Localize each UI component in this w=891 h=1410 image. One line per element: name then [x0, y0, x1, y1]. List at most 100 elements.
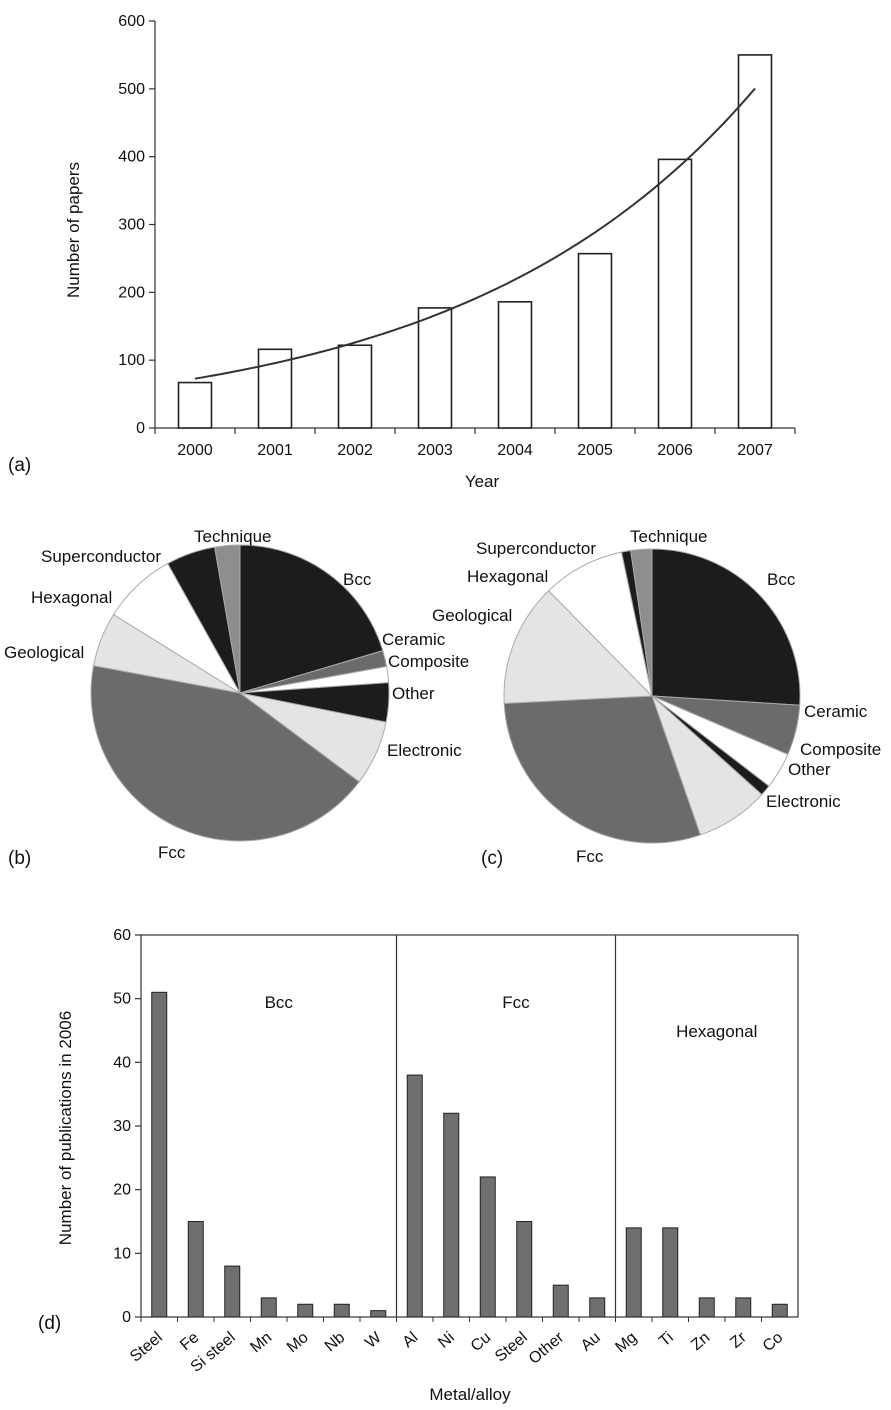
c-slice-technique — [630, 548, 653, 697]
c-label-composite: Composite — [800, 740, 881, 759]
d-x-tick-label: Co — [760, 1329, 787, 1355]
d-group-label-fcc: Fcc — [502, 993, 530, 1012]
panel-b-chart: Bcc Ceramic Composite Other Electronic F… — [4, 527, 469, 869]
d-bar-zr-16 — [735, 1297, 752, 1318]
a-bar-2003 — [417, 307, 453, 429]
b-slice-bcc — [239, 544, 384, 694]
a-x-tick-label: 2005 — [577, 442, 613, 459]
b-label-composite: Composite — [388, 652, 469, 671]
c-label-other: Other — [788, 760, 831, 779]
d-bar-ni-8 — [443, 1112, 460, 1318]
b-label-geological: Geological — [4, 643, 84, 662]
a-x-tick-label: 2000 — [177, 442, 213, 459]
a-x-tick-label: 2004 — [497, 442, 533, 459]
d-bar-ti-14 — [662, 1227, 679, 1318]
d-x-tick-label: Nb — [322, 1329, 349, 1355]
a-y-tick-label: 600 — [118, 13, 145, 30]
d-bar-mo-4 — [297, 1303, 314, 1318]
d-bar-mn-3 — [260, 1297, 277, 1318]
d-x-tick-label: Other — [526, 1329, 568, 1368]
b-panel-tag: (b) — [8, 848, 31, 869]
d-bar-au-12 — [589, 1297, 606, 1318]
d-bar-al-7 — [406, 1074, 423, 1318]
d-bar-zn-15 — [698, 1297, 715, 1318]
b-slice-fcc — [90, 665, 360, 842]
d-x-tick-label: Mn — [247, 1329, 275, 1356]
a-y-axis-title: Number of papers — [64, 162, 83, 298]
a-x-tick-label: 2006 — [657, 442, 693, 459]
b-label-bcc: Bcc — [343, 570, 372, 589]
d-x-tick-label: Fe — [177, 1329, 202, 1354]
a-bar-2004 — [497, 301, 533, 429]
a-y-tick-label: 300 — [118, 217, 145, 234]
panel-a-chart: 0 100 200 300 400 500 600 2000 2001 2002 2003 2004… — [8, 13, 796, 491]
d-bar-mg-13 — [625, 1227, 642, 1318]
d-plot-frame — [140, 934, 799, 1318]
c-slice-geological — [503, 590, 654, 704]
c-label-hexagonal: Hexagonal — [467, 567, 548, 586]
a-bar-2007 — [737, 54, 773, 429]
c-label-superconductor: Superconductor — [476, 539, 596, 558]
d-bar-cu-9 — [479, 1176, 496, 1318]
d-group-label-bcc: Bcc — [265, 993, 294, 1012]
a-x-tick-label: 2002 — [337, 442, 373, 459]
a-y-tick-label: 500 — [118, 81, 145, 98]
d-bar-other-11 — [552, 1284, 569, 1318]
d-bar-steel-0 — [151, 991, 168, 1318]
d-y-tick-label: 30 — [113, 1118, 131, 1135]
d-bar-steel-10 — [516, 1221, 533, 1318]
a-bar-2000 — [177, 381, 213, 429]
c-label-geological: Geological — [432, 606, 512, 625]
b-label-technique: Technique — [194, 527, 272, 546]
d-y-tick-label: 40 — [113, 1054, 131, 1071]
d-x-tick-label: Steel — [492, 1329, 531, 1365]
c-slice-fcc — [503, 695, 702, 844]
d-bar-co-17 — [771, 1303, 788, 1318]
a-trend-line — [194, 87, 756, 380]
a-y-tick-label: 0 — [136, 420, 145, 437]
a-y-tick-label: 200 — [118, 284, 145, 301]
d-bar-fe-1 — [187, 1221, 204, 1318]
panel-c-chart: Bcc Ceramic Composite Other Electronic F… — [432, 527, 881, 869]
d-y-tick-label: 20 — [113, 1182, 131, 1199]
a-x-tick-label: 2007 — [737, 442, 773, 459]
c-slice-bcc — [651, 548, 801, 706]
c-panel-tag: (c) — [481, 848, 503, 869]
d-x-tick-label: W — [362, 1328, 385, 1351]
a-x-tick-label: 2003 — [417, 442, 453, 459]
d-x-tick-label: Au — [578, 1329, 604, 1355]
d-x-tick-label: Ni — [435, 1329, 458, 1352]
d-group-label-hexagonal: Hexagonal — [676, 1022, 757, 1041]
d-y-tick-label: 0 — [122, 1309, 131, 1326]
a-panel-tag: (a) — [8, 455, 31, 476]
d-x-axis-title: Metal/alloy — [429, 1385, 511, 1404]
c-label-ceramic: Ceramic — [804, 702, 868, 721]
d-y-tick-label: 10 — [113, 1245, 131, 1262]
a-bar-2006 — [657, 158, 693, 429]
d-x-tick-label: Ti — [656, 1329, 677, 1350]
c-label-technique: Technique — [630, 527, 708, 546]
d-bar-si-steel-2 — [224, 1265, 241, 1318]
b-label-electronic: Electronic — [387, 741, 462, 760]
d-panel-tag: (d) — [38, 1313, 61, 1334]
c-slice-hexagonal — [547, 551, 653, 698]
d-y-tick-label: 60 — [113, 927, 131, 944]
b-label-superconductor: Superconductor — [41, 547, 161, 566]
a-x-tick-label: 2001 — [257, 442, 293, 459]
c-label-bcc: Bcc — [767, 570, 796, 589]
d-y-axis-title: Number of publications in 2006 — [56, 1011, 75, 1245]
c-label-fcc: Fcc — [576, 847, 604, 866]
c-label-electronic: Electronic — [766, 792, 841, 811]
b-label-other: Other — [392, 684, 435, 703]
d-x-tick-label: Steel — [127, 1329, 166, 1365]
b-slice-technique — [214, 544, 241, 694]
d-bar-nb-5 — [333, 1303, 350, 1318]
a-bar-2002 — [337, 344, 373, 429]
d-x-tick-label: Mo — [284, 1329, 312, 1356]
d-x-tick-label: Al — [399, 1329, 421, 1351]
a-y-tick-label: 400 — [118, 149, 145, 166]
d-x-tick-label: Mg — [612, 1329, 640, 1356]
d-x-tick-label: Zr — [727, 1329, 750, 1352]
b-label-hexagonal: Hexagonal — [31, 588, 112, 607]
